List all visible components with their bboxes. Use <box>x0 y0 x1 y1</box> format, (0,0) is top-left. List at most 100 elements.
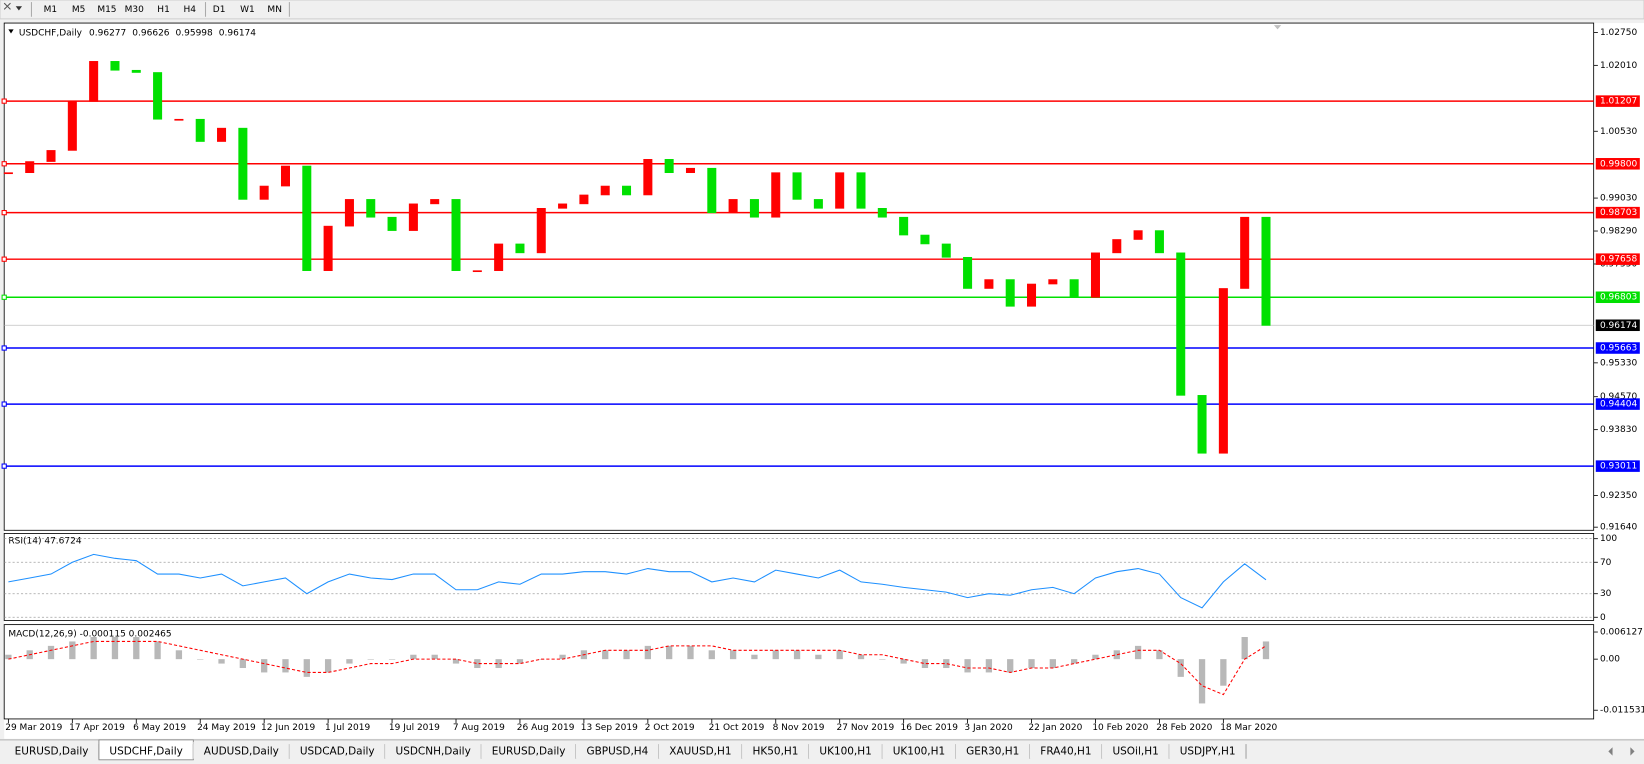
tab[interactable] <box>808 741 883 759</box>
tab[interactable] <box>289 741 386 759</box>
candle <box>67 101 77 151</box>
tab-label[interactable]: USDCAD,Daily <box>300 745 375 757</box>
macd-bar <box>516 659 524 664</box>
tab[interactable] <box>575 741 659 759</box>
tab-label[interactable]: EURUSD,Daily <box>15 745 89 757</box>
tab-label[interactable]: XAUUSD,H1 <box>669 745 731 757</box>
chart-info: USDCHF,Daily 0.96277 0.96626 0.95998 0.9… <box>19 28 256 38</box>
candle <box>877 208 887 218</box>
tab[interactable] <box>1029 741 1103 759</box>
macd-signal <box>8 640 1267 696</box>
toolbar <box>0 0 1644 20</box>
level-label-box <box>1595 291 1640 304</box>
x-tick-label: 13 Sep 2019 <box>581 723 638 733</box>
candle <box>344 199 354 227</box>
y-tick-label: 0.006127 <box>1600 628 1643 638</box>
macd-bar <box>474 659 481 669</box>
tab[interactable] <box>882 741 956 759</box>
candle <box>1176 252 1186 396</box>
macd-bar <box>239 659 247 669</box>
macd-bar <box>5 654 12 660</box>
tab-label[interactable]: GER30,H1 <box>966 745 1019 757</box>
x-tick-label: 27 Nov 2019 <box>837 723 895 733</box>
candle <box>174 118 184 121</box>
level-label: 0.98703 <box>1600 208 1637 218</box>
candle <box>792 172 802 200</box>
timeframe-button[interactable]: MN <box>267 5 282 15</box>
x-tick-label: 6 May 2019 <box>133 723 186 733</box>
candle <box>920 234 930 245</box>
current-price-label: 0.96174 <box>1600 321 1637 331</box>
tab[interactable] <box>385 741 482 759</box>
tab-label[interactable]: HK50,H1 <box>753 745 799 757</box>
candle <box>195 118 205 142</box>
timeframe-button[interactable]: M15 <box>97 5 116 15</box>
candle <box>280 165 290 187</box>
macd-bar <box>1049 659 1056 669</box>
timeframe-button[interactable]: D1 <box>213 5 226 15</box>
x-tick-label: 24 May 2019 <box>197 723 256 733</box>
macd-bar <box>410 654 417 660</box>
tab-label[interactable]: AUDUSD,Daily <box>204 745 279 757</box>
tab-label[interactable]: UK100,H1 <box>819 745 871 757</box>
y-tick-label: 0.93830 <box>1600 425 1637 435</box>
x-tick-label: 8 Nov 2019 <box>773 723 825 733</box>
current-price-box <box>1595 319 1640 332</box>
tab-label[interactable]: USDCNH,Daily <box>396 745 471 757</box>
candle <box>1027 283 1037 307</box>
candle <box>856 172 866 209</box>
candle <box>323 225 333 271</box>
timeframe-button[interactable]: W1 <box>240 5 255 15</box>
toolbar-dropdown[interactable] <box>15 6 23 11</box>
timeframe-button[interactable]: M30 <box>125 5 144 15</box>
rsi-pane <box>3 533 1595 621</box>
macd-bar <box>751 654 758 660</box>
candle <box>408 203 418 231</box>
tab-label[interactable]: USDJPY,H1 <box>1180 745 1236 757</box>
macd-bar <box>175 650 183 660</box>
timeframe-button[interactable]: H1 <box>157 5 170 15</box>
tab[interactable] <box>193 741 290 759</box>
tab[interactable] <box>4 741 99 759</box>
macd-bar <box>452 659 460 664</box>
tab[interactable] <box>955 741 1030 759</box>
macd-bar <box>1156 650 1163 660</box>
macd-bar <box>1220 659 1227 686</box>
y-tick-label: 0.00 <box>1600 655 1620 665</box>
tab[interactable] <box>1102 741 1170 759</box>
macd-bar <box>69 641 76 660</box>
candle <box>1240 216 1250 289</box>
tab-label[interactable]: GBPUSD,H4 <box>586 745 648 757</box>
timeframe-button[interactable]: M1 <box>44 5 58 15</box>
level-label-box <box>1595 253 1640 265</box>
x-tick-label: 12 Jun 2019 <box>261 723 315 733</box>
toolbar-icon[interactable] <box>3 2 11 10</box>
tab-label[interactable]: EURUSD,Daily <box>492 745 566 757</box>
tab[interactable] <box>742 741 809 759</box>
candle <box>1154 230 1164 254</box>
tab-label[interactable]: UK100,H1 <box>893 745 945 757</box>
tab[interactable] <box>481 741 576 759</box>
tab[interactable] <box>658 741 743 759</box>
tab[interactable] <box>1169 741 1247 759</box>
x-tick-label: 3 Jan 2020 <box>964 723 1013 733</box>
y-tick-label: 0.91640 <box>1600 523 1637 533</box>
candle <box>217 127 227 142</box>
macd-bar <box>282 659 289 673</box>
macd-bar <box>964 659 971 673</box>
y-tick-label: -0.011531 <box>1600 706 1644 716</box>
tab-label[interactable]: USDCHF,Daily <box>109 745 182 757</box>
timeframe-button[interactable]: M5 <box>72 5 86 15</box>
y-tick-label: 30 <box>1600 589 1612 599</box>
y-tick-label: 0 <box>1600 613 1606 623</box>
macd-bar <box>772 650 779 660</box>
tab-label[interactable]: FRA40,H1 <box>1040 745 1091 757</box>
timeframe-button[interactable]: H4 <box>184 5 197 15</box>
macd-bar <box>666 645 673 660</box>
candle <box>3 172 13 175</box>
x-tick-label: 21 Oct 2019 <box>709 723 765 733</box>
tab-label[interactable]: USOil,H1 <box>1113 745 1159 757</box>
macd-bar <box>90 637 97 660</box>
macd-bar <box>1177 659 1184 677</box>
